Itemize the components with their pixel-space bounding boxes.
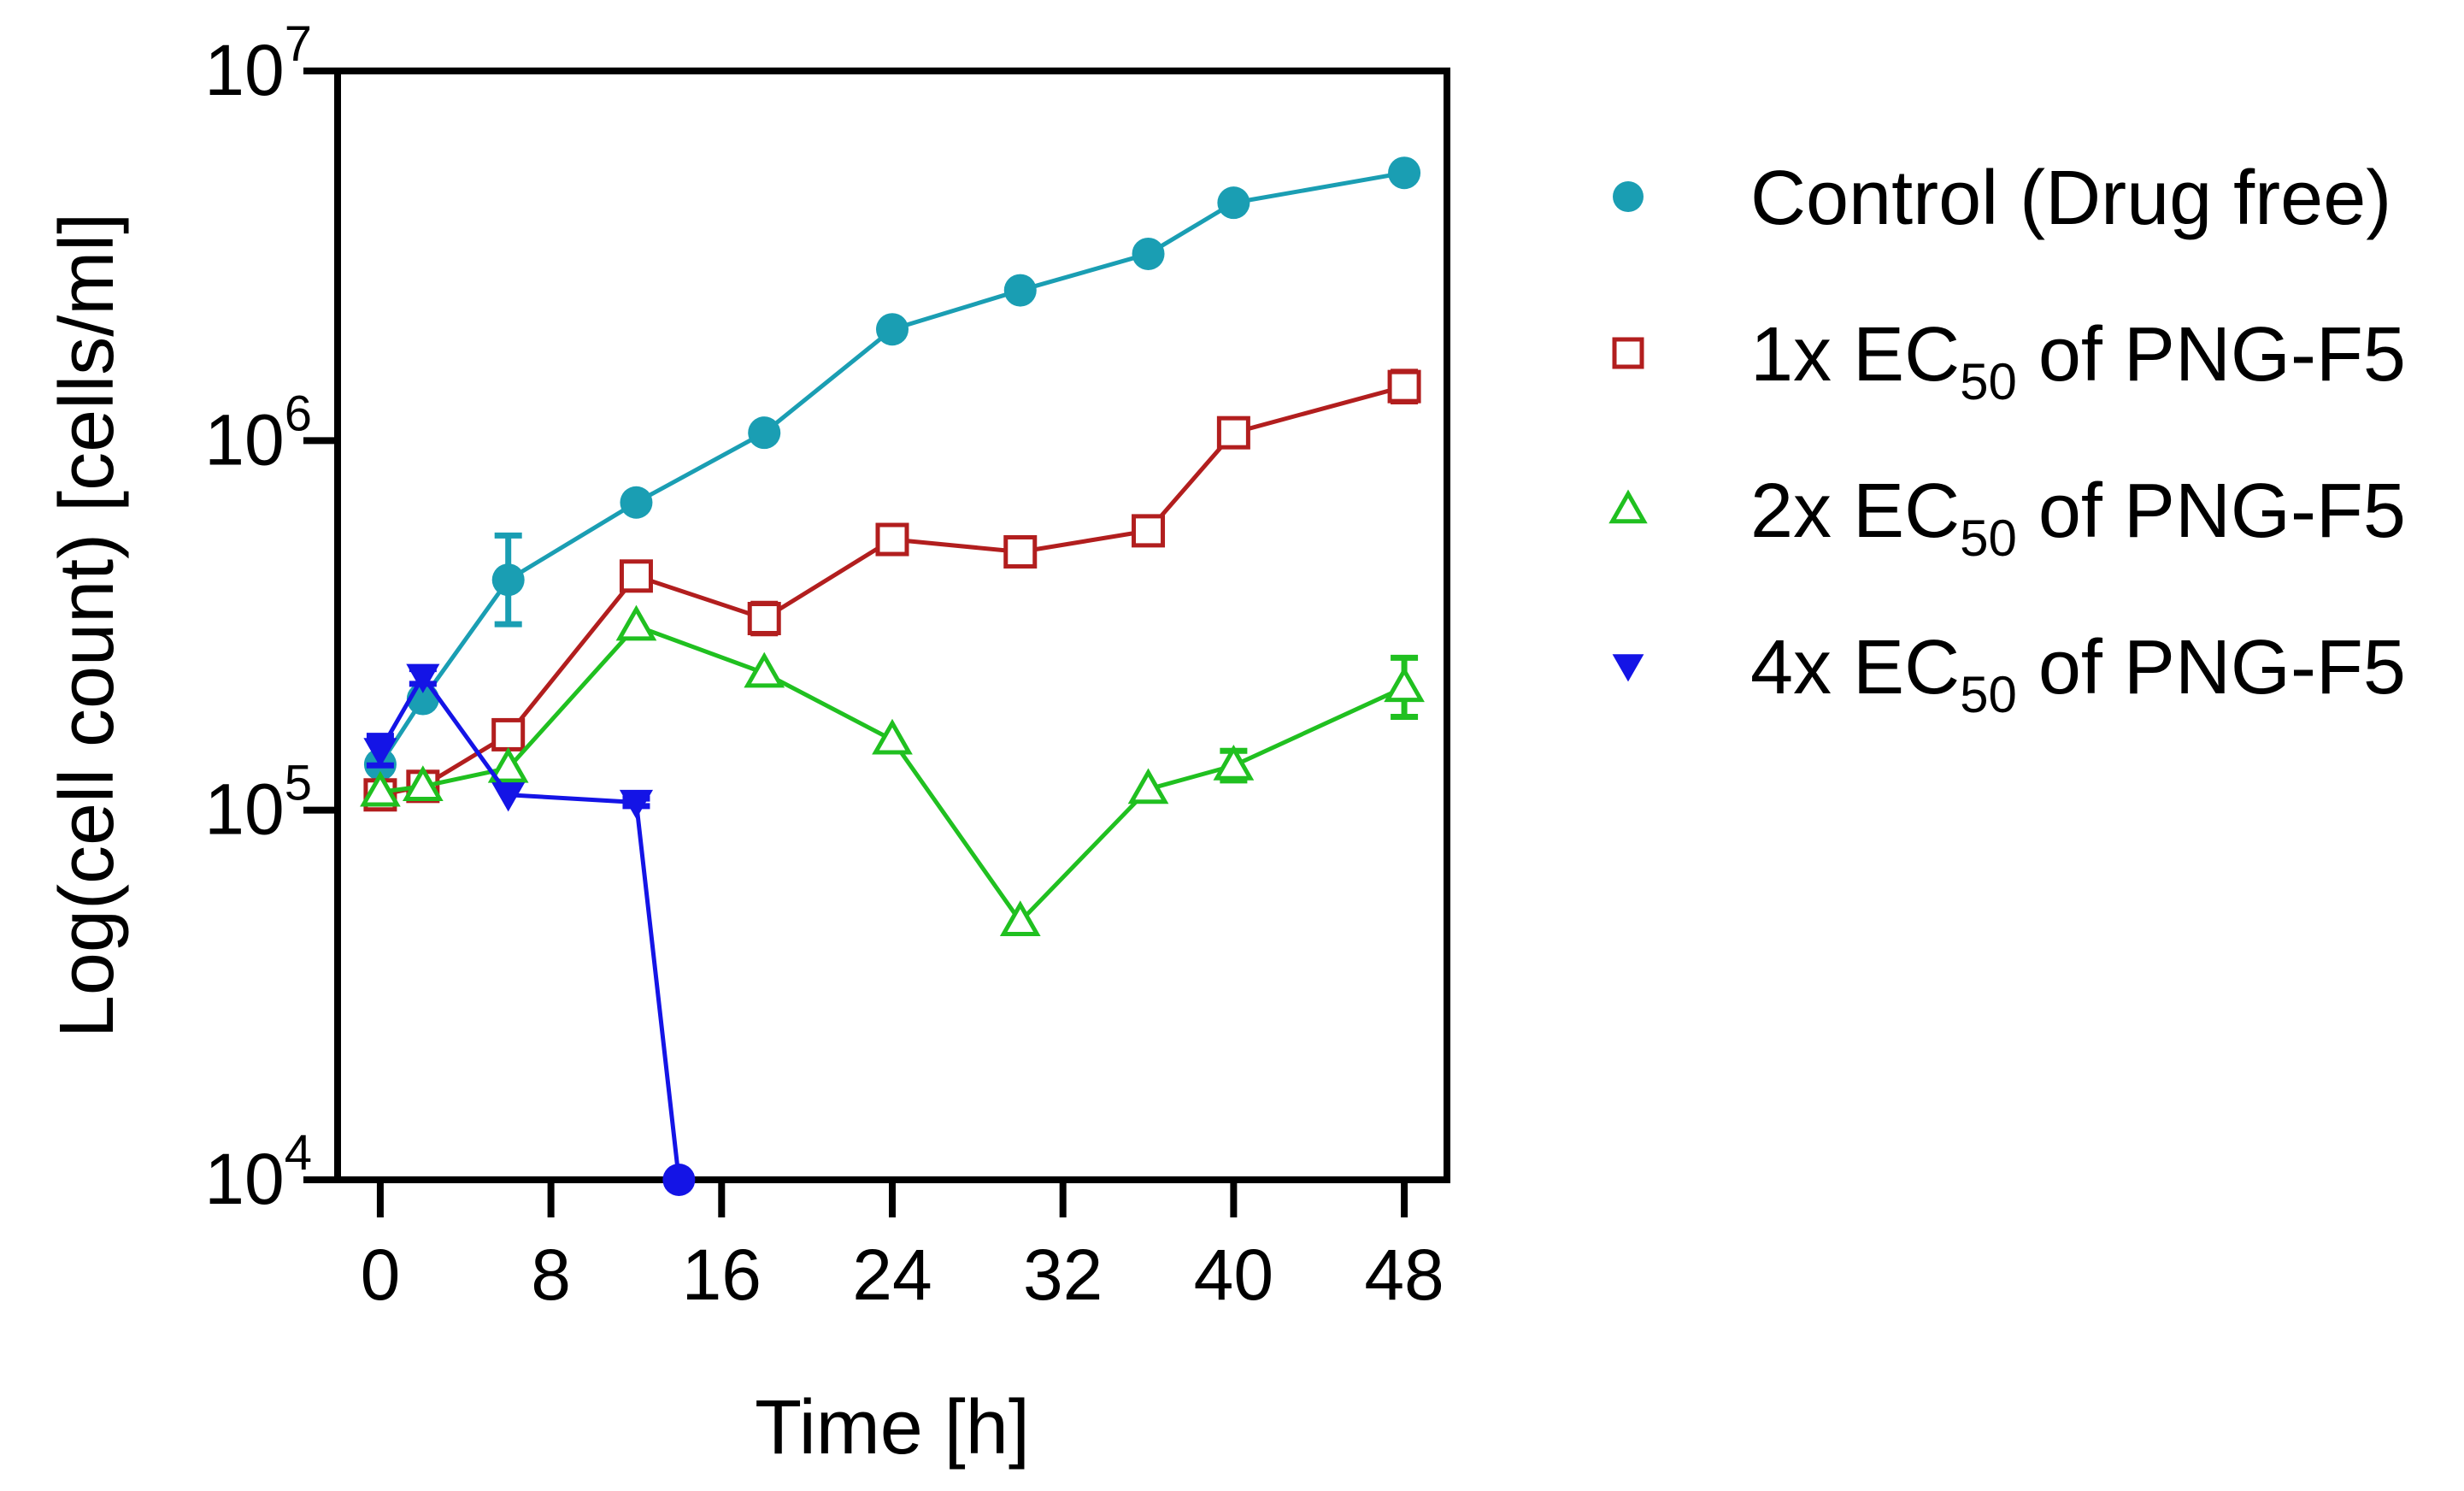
x-tick-label: 8: [531, 1235, 571, 1315]
data-point: [402, 765, 444, 801]
legend-label: 4x EC50 of PNG-F5: [1750, 625, 2406, 723]
y-tick-label: 104: [204, 1125, 312, 1219]
data-point: [1217, 186, 1250, 220]
y-tick-label: 107: [204, 16, 312, 110]
series-line: [379, 623, 1406, 924]
data-point: [1132, 514, 1166, 548]
data-point: [748, 416, 781, 450]
data-point: [1127, 768, 1169, 804]
x-tick-label: 16: [682, 1235, 762, 1315]
x-tick-label: 40: [1194, 1235, 1273, 1315]
data-point: [1003, 534, 1038, 569]
data-point: [360, 770, 401, 807]
legend-item-2: 1x EC50 of PNG-F5: [1612, 312, 2406, 410]
legend: Control (Drug free) 1x EC50 of PNG-F5 2x E…: [1608, 156, 2406, 723]
data-point: [1388, 156, 1421, 190]
legend-label: Control (Drug free): [1750, 156, 2391, 241]
series-layer: [360, 156, 1425, 1196]
y-tick-label: 106: [204, 386, 312, 480]
data-point: [491, 717, 526, 751]
data-point: [999, 900, 1041, 936]
axes: 0 8 16 24 32 40 48 104 105 106 107: [204, 16, 1450, 1315]
data-point: [1003, 274, 1037, 307]
data-point: [619, 789, 654, 820]
data-point: [406, 663, 440, 693]
series-line: [378, 170, 1405, 766]
data-point: [872, 718, 913, 755]
data-point: [662, 1164, 696, 1196]
legend-item-1: Control (Drug free): [1613, 156, 2391, 241]
data-point: [1216, 415, 1250, 450]
data-point: [615, 604, 657, 641]
data-point: [876, 313, 909, 346]
data-point: [875, 522, 909, 557]
data-point: [363, 738, 397, 768]
data-point: [1132, 237, 1165, 270]
x-axis-title: Time [h]: [755, 1385, 1030, 1470]
legend-label: 1x EC50 of PNG-F5: [1750, 312, 2406, 410]
x-tick-label: 48: [1364, 1235, 1444, 1315]
data-point: [619, 559, 653, 593]
y-tick-label: 105: [204, 756, 312, 850]
data-point: [491, 782, 526, 812]
legend-marker: [1608, 489, 1648, 524]
legend-marker: [1612, 654, 1644, 682]
data-point: [620, 486, 653, 519]
data-point: [487, 746, 529, 783]
data-point: [1387, 369, 1421, 404]
data-point: [491, 563, 525, 597]
data-point: [1384, 666, 1425, 703]
series-3: [360, 604, 1425, 936]
series-line: [378, 674, 681, 1181]
y-axis-title: Log(cell count) [cells/ml]: [44, 213, 130, 1038]
legend-label: 2x EC50 of PNG-F5: [1750, 469, 2406, 567]
data-point: [744, 651, 785, 688]
series-line: [379, 384, 1405, 798]
x-tick-label: 24: [852, 1235, 932, 1315]
legend-marker: [1612, 337, 1644, 369]
data-point: [747, 601, 781, 635]
legend-marker: [1613, 181, 1644, 212]
series-1: [363, 156, 1421, 781]
data-point: [1213, 744, 1255, 781]
x-tick-label: 32: [1023, 1235, 1103, 1315]
legend-item-4: 4x EC50 of PNG-F5: [1612, 625, 2406, 723]
legend-item-3: 2x EC50 of PNG-F5: [1608, 469, 2406, 567]
series-4: [363, 663, 696, 1196]
x-tick-label: 0: [361, 1235, 401, 1315]
